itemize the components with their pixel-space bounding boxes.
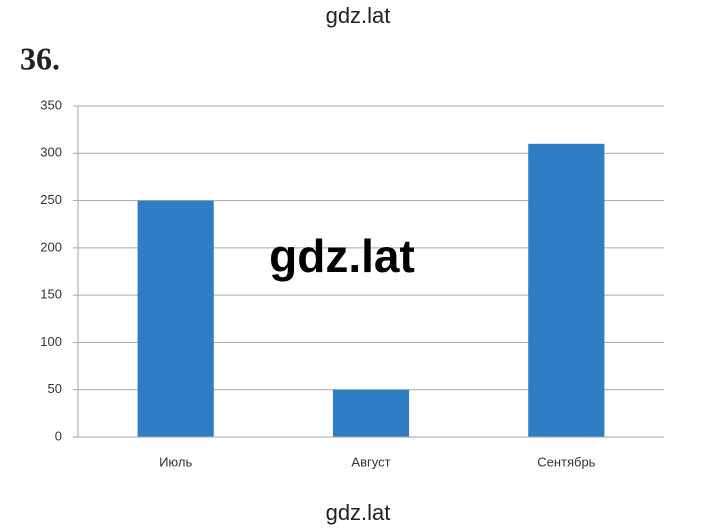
y-tick-label: 200 (40, 239, 62, 254)
y-tick-label: 150 (40, 287, 62, 302)
x-tick-label: Июль (159, 454, 192, 469)
y-tick-label: 50 (48, 381, 62, 396)
watermark: gdz.lat (326, 3, 391, 28)
bar (332, 389, 410, 437)
y-tick-label: 0 (55, 428, 62, 443)
watermark: gdz.lat (269, 230, 415, 282)
exercise-number: 36. (20, 40, 60, 76)
y-tick-label: 100 (40, 334, 62, 349)
bar (528, 143, 605, 438)
x-tick-label: Сентябрь (537, 454, 595, 469)
bar (137, 200, 214, 437)
y-tick-label: 300 (40, 145, 62, 160)
watermark: gdz.lat (326, 500, 391, 525)
y-tick-label: 250 (40, 192, 62, 207)
x-tick-label: Август (351, 454, 390, 469)
y-tick-label: 350 (40, 97, 62, 112)
chart: 0 50 100 150 200 250 300 350 Июль Август Сентябрь (40, 97, 664, 469)
